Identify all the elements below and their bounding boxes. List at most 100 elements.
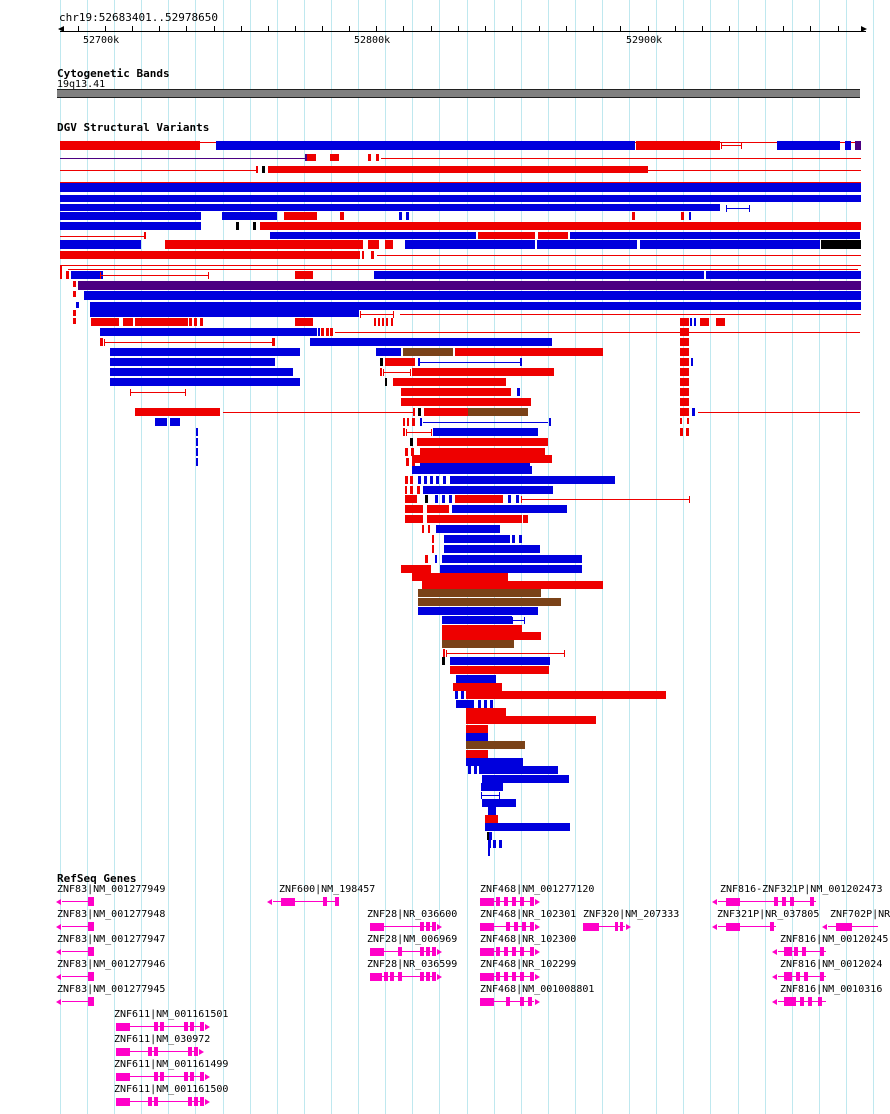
dgv-variant-segment[interactable] (538, 232, 568, 239)
dgv-variant-segment[interactable] (466, 750, 488, 758)
dgv-variant-segment[interactable] (73, 291, 76, 297)
dgv-variant-segment[interactable] (60, 251, 360, 259)
gene-exon[interactable] (398, 972, 402, 981)
dgv-variant-segment[interactable] (474, 766, 477, 774)
dgv-variant-segment[interactable] (428, 525, 430, 533)
gene-label[interactable]: ZNF816|NM_0012024 (780, 959, 883, 970)
dgv-variant-connector[interactable] (335, 332, 860, 333)
gene-exon[interactable] (480, 923, 494, 931)
gene-exon[interactable] (496, 972, 500, 981)
dgv-variant-segment[interactable] (481, 783, 503, 791)
dgv-variant-segment[interactable] (357, 310, 359, 317)
dgv-variant-segment[interactable] (456, 700, 474, 708)
gene-exon[interactable] (200, 1072, 204, 1081)
gene-exon[interactable] (782, 897, 786, 906)
dgv-variant-segment[interactable] (413, 408, 415, 416)
dgv-variant-segment[interactable] (442, 616, 512, 624)
dgv-variant-segment[interactable] (432, 535, 434, 543)
dgv-variant-segment[interactable] (466, 691, 666, 699)
dgv-variant-segment[interactable] (440, 565, 582, 573)
dgv-variant-segment[interactable] (418, 589, 541, 597)
dgv-variant-segment[interactable] (412, 573, 508, 581)
dgv-variant-segment[interactable] (66, 271, 69, 279)
dgv-variant-segment[interactable] (466, 708, 506, 716)
dgv-variant-segment[interactable] (78, 281, 861, 290)
dgv-variant-segment[interactable] (405, 505, 423, 513)
gene-exon[interactable] (370, 923, 384, 931)
gene-exon[interactable] (808, 997, 812, 1006)
gene-exon[interactable] (620, 922, 623, 931)
dgv-variant-segment[interactable] (270, 232, 470, 239)
dgv-variant-segment[interactable] (200, 318, 203, 326)
dgv-variant-segment[interactable] (427, 505, 449, 513)
gene-exon[interactable] (480, 998, 494, 1006)
dgv-variant-segment[interactable] (253, 222, 256, 230)
dgv-variant-segment[interactable] (488, 807, 496, 815)
dgv-variant-segment[interactable] (189, 318, 192, 326)
dgv-variant-segment[interactable] (90, 302, 861, 310)
dgv-variant-segment[interactable] (194, 318, 197, 326)
dgv-variant-segment[interactable] (488, 840, 491, 848)
ruler-right-arrow-icon[interactable] (861, 26, 867, 32)
dgv-variant-connector[interactable] (400, 314, 861, 315)
dgv-variant-segment[interactable] (272, 338, 275, 346)
dgv-variant-segment[interactable] (378, 318, 380, 326)
gene-exon[interactable] (398, 947, 402, 956)
dgv-variant-segment[interactable] (468, 408, 528, 416)
dgv-variant-segment[interactable] (236, 222, 239, 230)
dgv-variant-connector[interactable] (698, 412, 860, 413)
dgv-variant-segment[interactable] (435, 555, 437, 563)
dgv-variant-segment[interactable] (485, 823, 570, 831)
dgv-variant-segment[interactable] (680, 318, 689, 326)
gene-model[interactable] (116, 1047, 204, 1058)
dgv-variant-segment[interactable] (479, 766, 558, 774)
gene-label[interactable]: ZNF320|NM_207333 (583, 909, 680, 920)
gene-exon[interactable] (784, 947, 792, 956)
dgv-variant-segment[interactable] (110, 348, 300, 356)
gene-exon[interactable] (784, 972, 792, 981)
gene-label[interactable]: ZNF468|NR_102301 (480, 909, 577, 920)
gene-exon[interactable] (480, 948, 494, 956)
gene-exon[interactable] (188, 1097, 192, 1106)
gene-exon[interactable] (820, 972, 824, 981)
dgv-variant-segment[interactable] (284, 212, 317, 220)
gene-exon[interactable] (836, 923, 852, 931)
dgv-variant-segment[interactable] (424, 476, 427, 484)
dgv-variant-connector[interactable] (381, 158, 861, 159)
gene-model[interactable] (480, 972, 540, 983)
dgv-variant-segment[interactable] (405, 476, 408, 484)
gene-exon[interactable] (530, 972, 534, 981)
dgv-variant-segment[interactable] (196, 448, 198, 456)
gene-label[interactable]: ZNF468|NR_102300 (480, 934, 577, 945)
gene-model[interactable] (480, 997, 540, 1008)
dgv-variant-segment[interactable] (268, 166, 648, 173)
gene-exon[interactable] (432, 972, 436, 981)
gene-exon[interactable] (194, 1047, 198, 1056)
dgv-variant-segment[interactable] (680, 378, 689, 386)
gene-exon[interactable] (154, 1097, 158, 1106)
dgv-variant-segment[interactable] (436, 476, 439, 484)
dgv-variant-segment[interactable] (640, 240, 820, 249)
dgv-variant-segment[interactable] (478, 232, 535, 239)
dgv-variant-segment[interactable] (424, 408, 468, 416)
dgv-variant-segment[interactable] (461, 691, 464, 699)
dgv-variant-segment[interactable] (196, 458, 198, 466)
gene-exon[interactable] (370, 948, 384, 956)
dgv-variant-segment[interactable] (407, 418, 409, 426)
dgv-variant-segment[interactable] (410, 476, 413, 484)
dgv-variant-segment[interactable] (420, 448, 545, 456)
dgv-variant-segment[interactable] (443, 476, 446, 484)
dgv-variant-segment[interactable] (90, 310, 357, 317)
gene-label[interactable]: ZNF600|NM_198457 (279, 884, 376, 895)
dgv-variant-segment[interactable] (60, 204, 720, 211)
dgv-variant-segment[interactable] (468, 766, 471, 774)
gene-exon[interactable] (432, 947, 436, 956)
dgv-variant-segment[interactable] (680, 358, 689, 366)
dgv-variant-segment[interactable] (444, 545, 540, 553)
dgv-variant-segment[interactable] (262, 166, 265, 173)
gene-exon[interactable] (420, 922, 424, 931)
ruler-left-arrow-icon[interactable] (58, 26, 64, 32)
dgv-variant-segment[interactable] (680, 408, 689, 416)
gene-label[interactable]: ZNF28|NR_036599 (367, 959, 458, 970)
